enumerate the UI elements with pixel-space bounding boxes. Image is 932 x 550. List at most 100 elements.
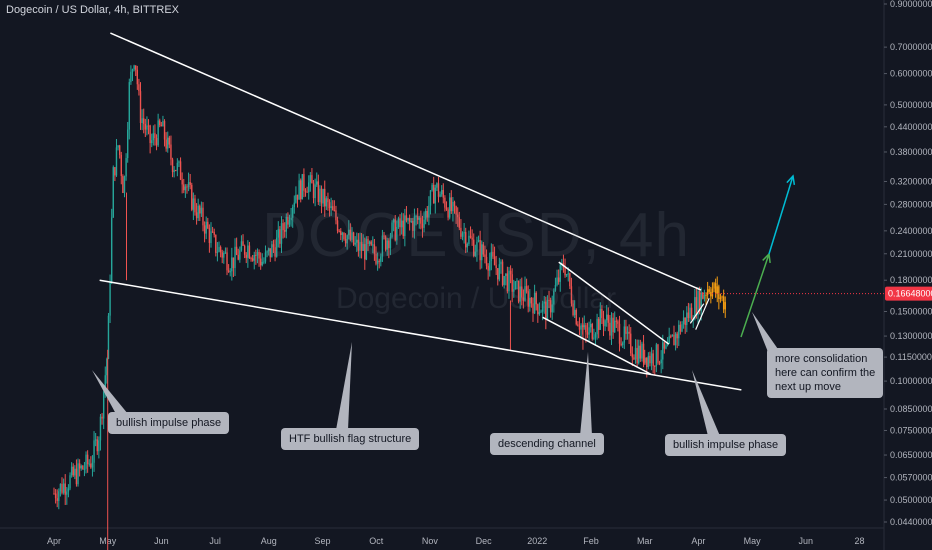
candle-body-284 [508,270,510,292]
candle-body-245 [445,207,448,210]
candle-body-128 [258,251,260,259]
candle-body-413 [714,283,717,294]
candle-body-302 [537,304,539,315]
candle-body-81 [183,184,185,191]
candle-body-70 [165,139,167,149]
candle-body-395 [686,312,688,326]
candle-body-191 [359,241,361,251]
candle-body-412 [713,283,715,289]
candle-body-116 [239,250,241,260]
candle-body-223 [410,220,412,222]
candle-body-8 [66,491,68,495]
candle-body-48 [130,71,132,83]
candle-body-135 [269,248,271,258]
candle-body-405 [702,292,704,299]
candle-body-126 [255,254,257,256]
candle-body-231 [423,219,425,228]
candle-body-311 [551,304,553,313]
candle-body-103 [218,247,220,252]
candle-body-99 [211,231,214,233]
candle-body-34 [107,315,110,359]
candle-body-419 [724,302,726,310]
candle-body-30 [101,416,103,419]
candle-body-404 [700,292,702,312]
candle-body-240 [437,183,440,197]
cyan-projection-arrow-shaft [768,175,794,255]
candle-body-5 [61,483,63,493]
candle-body-361 [631,353,634,358]
candle-body-18 [82,465,84,470]
candle-body-353 [618,323,621,344]
candle-body-319 [564,267,566,276]
candle-body-210 [389,237,392,249]
candle-body-11 [70,466,73,476]
candle-body-229 [420,217,422,224]
candle-body-383 [666,343,669,346]
candle-body-360 [630,333,632,354]
candle-body-170 [325,198,328,207]
candle-body-244 [444,197,446,208]
candle-body-15 [77,463,79,485]
candle-body-375 [654,365,656,367]
callout-bullish-impulse-1: bullish impulse phase [108,412,230,434]
candle-body-345 [605,314,608,321]
candle-body-51 [135,65,137,70]
candle-body-388 [674,333,677,346]
candle-body-142 [280,223,283,244]
candle-body-74 [171,159,174,173]
callout-pointer-5 [752,312,780,352]
candle-body-226 [415,216,417,218]
callout-pointer-2 [336,342,352,430]
candle-body-321 [567,273,569,275]
candle-body-396 [687,312,690,319]
x-tick-label-5: Sep [314,536,330,546]
candle-body-1 [54,493,57,499]
candle-body-26 [94,439,97,441]
candle-body-288 [514,281,517,290]
candle-body-179 [340,230,342,235]
candle-body-402 [697,290,699,316]
candle-body-370 [646,357,648,368]
candle-body-28 [98,440,100,452]
candle-body-104 [219,247,222,253]
candle-body-349 [612,317,614,333]
candle-body-367 [641,343,643,359]
candle-body-83 [186,186,188,188]
candle-body-144 [283,230,286,232]
candle-body-324 [572,303,574,316]
candle-body-148 [290,217,292,221]
candle-body-358 [626,331,629,334]
candle-body-253 [458,217,461,228]
candle-body-243 [442,190,444,198]
candle-body-119 [243,245,246,255]
candle-body-418 [722,296,725,310]
candle-body-49 [131,69,134,72]
candle-body-43 [122,175,124,194]
candle-body-24 [91,462,94,468]
candle-body-93 [202,207,204,226]
candle-body-162 [312,183,315,199]
x-tick-label-8: Dec [476,536,493,546]
candle-body-252 [457,214,459,218]
green-projection-arrow-shaft [740,253,770,338]
candle-body-363 [634,347,637,360]
candle-body-169 [324,188,326,207]
candle-body-122 [248,245,251,259]
candle-body-347 [609,322,611,336]
candle-body-389 [676,333,678,339]
candle-body-181 [343,232,345,240]
candle-body-106 [223,252,225,258]
candle-body-175 [333,210,336,212]
candle-body-110 [229,271,231,273]
candle-body-273 [490,251,493,261]
candle-body-308 [546,299,549,320]
candle-body-340 [597,318,600,330]
candle-body-192 [360,241,363,251]
watermark-symbol: DOGEUSD, 4h [262,201,690,270]
candle-body-372 [649,355,651,364]
candle-body-316 [559,264,561,282]
